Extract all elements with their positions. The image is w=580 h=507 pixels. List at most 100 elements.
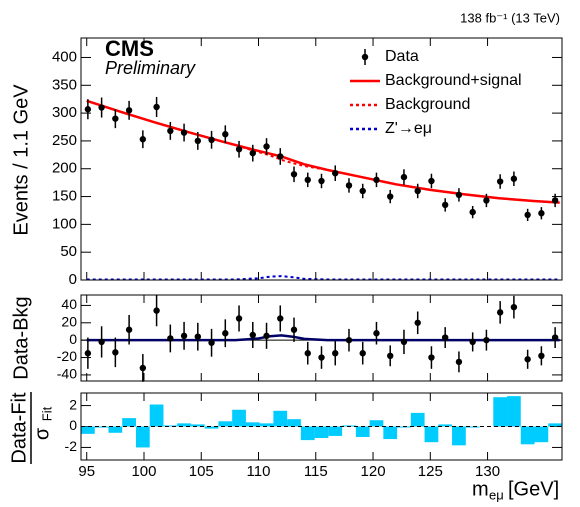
data-point bbox=[373, 176, 380, 184]
data-point bbox=[441, 334, 449, 341]
x-tick-label: 130 bbox=[475, 463, 500, 480]
data-point bbox=[180, 332, 188, 340]
y-tick-label: 400 bbox=[52, 48, 77, 65]
data-point bbox=[332, 350, 339, 357]
y-tick-label: -2 bbox=[65, 438, 78, 454]
y-tick-label: 250 bbox=[52, 132, 77, 149]
curve bbox=[86, 99, 560, 204]
x-tick-label: 120 bbox=[361, 463, 386, 480]
bar bbox=[287, 419, 301, 427]
bar bbox=[218, 421, 233, 427]
bar bbox=[438, 424, 453, 427]
data-point bbox=[249, 149, 256, 157]
bar bbox=[314, 426, 329, 439]
data-point bbox=[98, 104, 105, 111]
data-point bbox=[510, 303, 518, 311]
data-point bbox=[496, 178, 504, 185]
data-point bbox=[139, 364, 147, 372]
data-point bbox=[139, 136, 147, 143]
data-point bbox=[538, 352, 545, 360]
data-point bbox=[428, 354, 435, 361]
bar bbox=[204, 426, 219, 429]
legend-label: Data bbox=[385, 48, 419, 65]
bar bbox=[273, 410, 288, 427]
data-point bbox=[167, 335, 174, 342]
y-tick-label: 200 bbox=[52, 160, 77, 177]
bar bbox=[452, 426, 466, 446]
bar bbox=[328, 426, 343, 436]
data-point bbox=[112, 349, 119, 356]
data-point bbox=[84, 106, 92, 113]
data-point bbox=[318, 354, 325, 361]
data-point bbox=[112, 115, 119, 122]
bar bbox=[177, 423, 191, 427]
curve bbox=[86, 275, 560, 281]
y-label-symbol: σ bbox=[31, 427, 53, 440]
data-point bbox=[400, 338, 408, 346]
data-point bbox=[208, 136, 215, 144]
data-point bbox=[332, 169, 339, 177]
plot-frame bbox=[80, 392, 563, 461]
data-point bbox=[153, 103, 160, 111]
data-point bbox=[98, 338, 105, 346]
bar bbox=[520, 426, 535, 445]
bar bbox=[424, 426, 439, 443]
bar bbox=[300, 426, 315, 441]
legend-marker bbox=[361, 53, 369, 61]
data-point bbox=[373, 330, 380, 337]
data-point bbox=[84, 350, 92, 357]
x-tick-label: 100 bbox=[131, 463, 156, 480]
x-label-symbol: m bbox=[472, 478, 489, 500]
data-point bbox=[496, 309, 504, 316]
bar bbox=[122, 418, 136, 427]
bar bbox=[135, 426, 150, 448]
data-point bbox=[318, 177, 325, 185]
data-point bbox=[277, 315, 284, 322]
y-tick-label: 100 bbox=[52, 215, 77, 232]
plot-frame bbox=[80, 37, 563, 281]
data-point bbox=[235, 315, 243, 322]
bar bbox=[245, 422, 260, 427]
data-point bbox=[510, 175, 518, 182]
data-point bbox=[249, 331, 256, 339]
y-tick-label: 2 bbox=[69, 396, 77, 412]
data-point bbox=[359, 187, 366, 195]
data-point bbox=[290, 171, 298, 178]
data-point bbox=[263, 143, 270, 150]
legend-label: Background+signal bbox=[385, 72, 522, 89]
data-point bbox=[483, 197, 490, 204]
bar bbox=[397, 426, 411, 428]
y-tick-label: 0 bbox=[69, 331, 77, 347]
legend-label: Z'→eμ bbox=[385, 120, 432, 137]
bar bbox=[493, 397, 508, 427]
data-point bbox=[222, 131, 229, 138]
x-tick-label: 105 bbox=[189, 463, 214, 480]
y-tick-label: -20 bbox=[57, 348, 77, 364]
status-label: Preliminary bbox=[105, 58, 196, 78]
legend-label: Background bbox=[385, 96, 470, 113]
bar bbox=[190, 424, 205, 427]
bar bbox=[507, 396, 521, 427]
y-tick-label: 300 bbox=[52, 104, 77, 121]
x-tick-label: 115 bbox=[304, 463, 328, 480]
data-point bbox=[222, 330, 229, 337]
y-tick-label: 0 bbox=[69, 417, 77, 433]
x-label-subscript: eμ bbox=[489, 487, 504, 502]
bar bbox=[163, 425, 178, 427]
data-point bbox=[483, 336, 490, 344]
data-point bbox=[235, 146, 243, 153]
bar bbox=[465, 426, 480, 428]
data-point bbox=[469, 338, 476, 346]
data-point bbox=[441, 201, 449, 209]
data-point bbox=[455, 191, 463, 199]
data-point bbox=[359, 350, 366, 357]
y-label-subscript: Fit bbox=[39, 406, 54, 421]
data-point bbox=[469, 208, 476, 216]
data-point bbox=[428, 177, 435, 185]
bar bbox=[548, 423, 562, 427]
x-tick-label: 110 bbox=[247, 463, 271, 480]
data-point bbox=[167, 127, 174, 135]
y-axis-label: Data-Bkg bbox=[10, 296, 32, 379]
bar bbox=[534, 426, 549, 443]
y-tick-label: 0 bbox=[69, 271, 77, 288]
